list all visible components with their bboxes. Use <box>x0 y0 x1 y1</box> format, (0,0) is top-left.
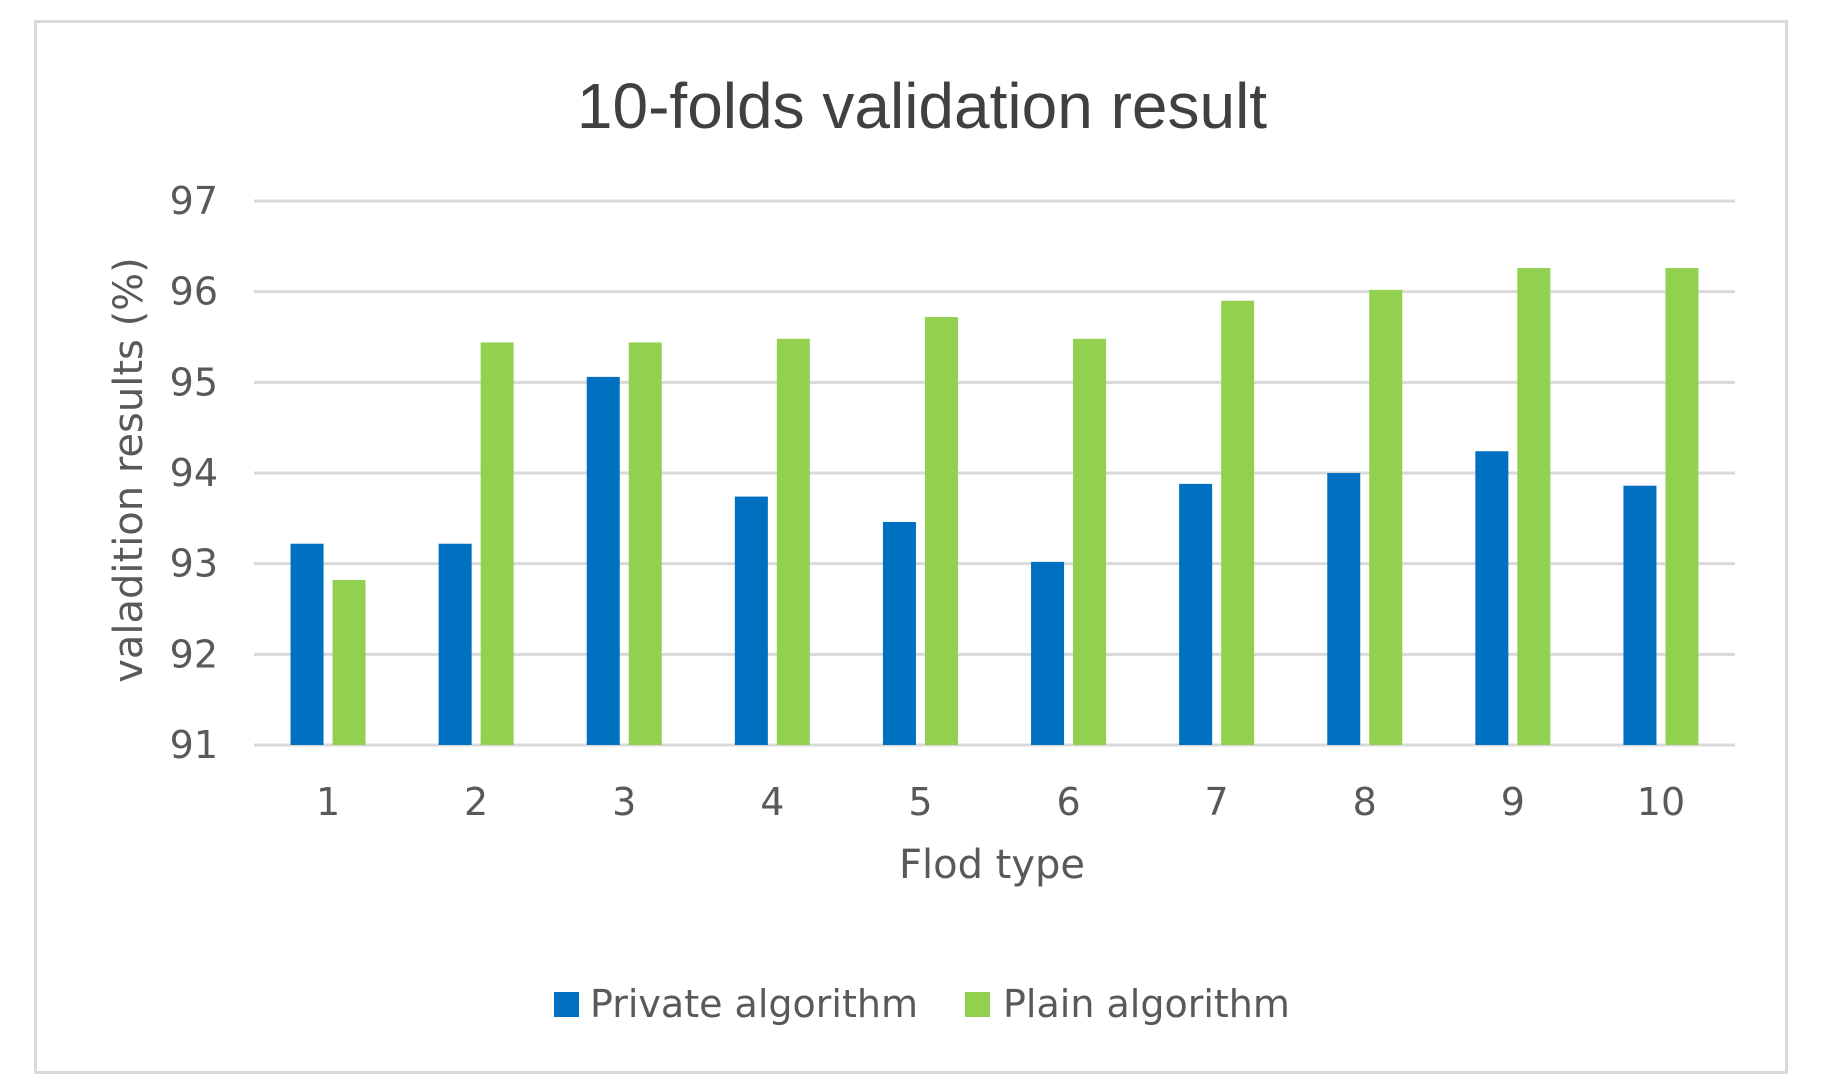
y-tick-label: 92 <box>170 632 218 676</box>
legend-swatch-private <box>554 992 579 1017</box>
legend-swatch-plain <box>965 992 990 1017</box>
bar-private-4 <box>734 496 768 745</box>
bars <box>290 268 1699 745</box>
legend-label-plain: Plain algorithm <box>1003 982 1290 1026</box>
y-tick-label: 97 <box>170 179 218 223</box>
legend-label-private: Private algorithm <box>590 982 918 1026</box>
x-tick-label: 5 <box>908 780 932 824</box>
bar-private-5 <box>882 521 916 745</box>
chart-title: 10-folds validation result <box>577 70 1267 142</box>
bar-private-6 <box>1031 561 1065 745</box>
bar-plain-9 <box>1517 268 1551 745</box>
x-tick-label: 2 <box>464 780 488 824</box>
x-tick-label: 8 <box>1353 780 1377 824</box>
bar-plain-4 <box>776 338 810 745</box>
x-tick-label: 1 <box>316 780 340 824</box>
bar-private-7 <box>1179 483 1213 745</box>
x-tick-label: 3 <box>612 780 636 824</box>
x-axis-title: Flod type <box>899 842 1085 888</box>
bar-private-2 <box>438 543 472 745</box>
x-tick-label: 6 <box>1056 780 1080 824</box>
y-tick-label: 93 <box>170 542 218 586</box>
bar-private-10 <box>1623 485 1657 745</box>
bar-plain-8 <box>1369 289 1403 745</box>
bar-plain-10 <box>1665 268 1699 745</box>
x-axis-ticks: 1 2 3 4 5 6 7 8 9 10 <box>316 780 1685 824</box>
bar-plain-5 <box>924 317 958 745</box>
x-tick-label: 9 <box>1501 780 1525 824</box>
bar-private-1 <box>290 543 324 745</box>
bar-plain-2 <box>480 342 514 745</box>
bar-plain-1 <box>332 579 366 745</box>
x-tick-label: 4 <box>760 780 784 824</box>
bar-plain-3 <box>628 342 662 745</box>
y-tick-label: 94 <box>170 451 218 495</box>
y-tick-label: 91 <box>170 723 218 767</box>
y-tick-label: 96 <box>170 270 218 314</box>
x-tick-label: 7 <box>1205 780 1229 824</box>
bar-plain-7 <box>1221 300 1255 745</box>
y-axis-ticks: 91 92 93 94 95 96 97 <box>170 179 218 767</box>
bar-private-3 <box>586 376 620 745</box>
legend: Private algorithm Plain algorithm <box>554 982 1290 1026</box>
bar-plain-6 <box>1073 338 1107 745</box>
gridlines <box>254 199 1735 747</box>
bar-private-8 <box>1327 473 1361 745</box>
y-axis-title: valadition results (%) <box>106 257 152 683</box>
bar-private-9 <box>1475 451 1509 745</box>
y-tick-label: 95 <box>170 360 218 404</box>
x-tick-label: 10 <box>1637 780 1685 824</box>
